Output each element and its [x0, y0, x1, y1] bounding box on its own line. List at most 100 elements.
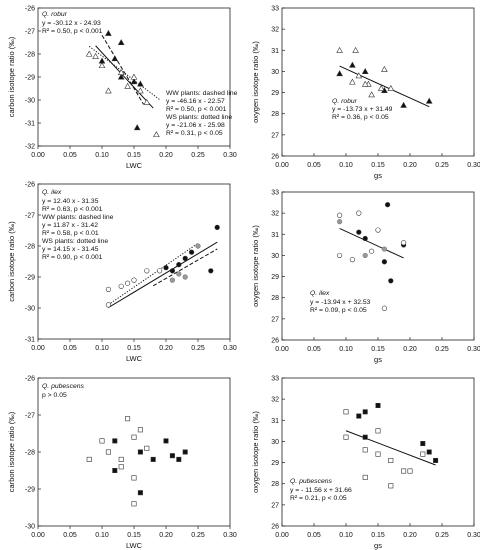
- data-point-circle: [189, 249, 195, 255]
- ws-line-note: WS plants: dotted line: [166, 114, 232, 121]
- y-tick-label: -30: [25, 306, 35, 313]
- data-point-square: [420, 441, 426, 447]
- x-tick-label: 0.20: [403, 532, 417, 539]
- panel-robur-lwc: 0.00 0.05 0.10 0.15 0.20 0.25 0.30 -32 -31 -30 -29…: [7, 6, 238, 171]
- data-point-triangle: [425, 97, 433, 104]
- data-point-triangle: [137, 87, 144, 94]
- data-point-square: [356, 413, 362, 419]
- data-point-square: [131, 475, 137, 481]
- x-tick-label: 0.25: [435, 346, 449, 353]
- species-label: Q. ilex: [310, 290, 330, 297]
- regression-line-dashed: [101, 35, 145, 105]
- data-point-square: [118, 464, 124, 470]
- data-point-circle: [124, 280, 131, 286]
- x-tick-label: 0.25: [435, 532, 449, 539]
- data-point-square: [131, 434, 137, 440]
- panel-ilex-gs: 0.00 0.05 0.10 0.15 0.20 0.25 0.30 26 27 28 29 30 31…: [251, 190, 480, 365]
- data-point-square: [86, 456, 92, 462]
- y-tick-label: 33: [271, 6, 279, 13]
- ww-equation: y = 11.87 x - 31.42: [42, 222, 98, 229]
- data-point-circle: [375, 227, 381, 233]
- data-point-square: [375, 402, 381, 408]
- y-tick-label: 29: [271, 274, 279, 281]
- y-axis-label: carbon isotope ratio (‰): [7, 411, 16, 492]
- x-tick-label: 0.15: [127, 345, 141, 352]
- data-point-circle: [381, 305, 388, 311]
- data-point-circle: [157, 268, 163, 274]
- data-point-circle: [208, 268, 214, 274]
- data-point-square: [125, 416, 131, 422]
- x-tick-label: 0.10: [95, 152, 109, 159]
- data-point-square: [343, 409, 349, 415]
- ws-line-note: WS plants: dotted line: [42, 238, 108, 245]
- data-point-square: [176, 456, 182, 462]
- y-tick-label: -29: [25, 75, 35, 82]
- annotation-block: Q. pubescens y = - 11.56 x + 31.66 R² = …: [290, 478, 352, 502]
- x-tick-label: 0.30: [467, 162, 480, 169]
- regression-equation: y = -30.12 x - 24.93: [42, 20, 101, 27]
- data-point-square: [362, 447, 368, 453]
- y-axis-label: oxygen isotope ratio (‰): [251, 411, 260, 493]
- data-point-square: [388, 483, 394, 489]
- data-point-triangle: [117, 73, 125, 80]
- data-point-circle: [182, 255, 188, 262]
- data-point-square: [375, 428, 381, 434]
- data-point-triangle: [117, 68, 125, 75]
- x-tick-label: 0.25: [191, 532, 205, 539]
- x-axis-label: LWC: [126, 161, 143, 170]
- regression-stats: R² = 0.09, p < 0.05: [310, 307, 367, 314]
- data-point-square: [99, 438, 105, 444]
- data-point-circle: [105, 286, 111, 293]
- data-point-square: [433, 457, 439, 463]
- data-point-triangle: [400, 101, 407, 108]
- regression-line-solid: [108, 241, 218, 308]
- y-tick-label: 32: [271, 397, 279, 404]
- y-tick-label: 30: [271, 69, 279, 76]
- data-point-triangle: [153, 131, 160, 138]
- regression-line-solid: [345, 430, 436, 466]
- x-tick-label: 0.00: [275, 346, 289, 353]
- y-tick-label: -27: [25, 29, 35, 36]
- x-axis-label: gs: [374, 541, 382, 550]
- y-tick-label: 27: [271, 316, 279, 323]
- data-point-circle: [381, 259, 388, 265]
- data-point-circle: [337, 252, 343, 259]
- y-tick-label: -26: [25, 182, 35, 189]
- x-tick-label: 0.10: [339, 532, 353, 539]
- x-tick-label: 0.25: [191, 152, 205, 159]
- ww-line-note: WW plants: dashed line: [42, 214, 114, 221]
- regression-line-solid: [339, 65, 430, 108]
- annotation-block: Q. ilex y = -13.94 x + 32.53 R² = 0.09, …: [310, 290, 371, 314]
- x-tick-label: 0.20: [159, 532, 173, 539]
- data-point-circle: [169, 277, 175, 283]
- data-point-square: [362, 434, 368, 440]
- x-axis-label: gs: [374, 171, 382, 180]
- x-tick-label: 0.00: [275, 532, 289, 539]
- data-point-circle: [362, 252, 368, 259]
- y-tick-label: -31: [25, 121, 35, 128]
- ww-line-note: WW plants: dashed line: [166, 90, 238, 97]
- y-axis-label: carbon isotope ratio (‰): [7, 221, 16, 302]
- x-tick-label: 0.15: [127, 152, 141, 159]
- y-tick-label: 30: [271, 253, 279, 260]
- y-tick-label: -28: [25, 52, 35, 59]
- y-tick-label: -26: [25, 376, 35, 383]
- x-tick-label: 0.30: [467, 346, 480, 353]
- plot-frame: [281, 191, 475, 341]
- data-point-triangle: [377, 84, 385, 91]
- ws-stats: R² = 0.31, p < 0.05: [166, 130, 223, 137]
- data-point-square: [131, 501, 137, 507]
- data-point-triangle: [124, 82, 131, 89]
- data-point-circle: [385, 202, 391, 208]
- y-tick-label: 28: [271, 111, 279, 118]
- data-point-square: [343, 434, 349, 440]
- panel-ilex-lwc: 0.00 0.05 0.10 0.15 0.20 0.25 0.30 -31 -30 -29 -28…: [7, 182, 237, 364]
- data-point-triangle: [352, 46, 359, 53]
- regression-equation: y = - 11.56 x + 31.66: [290, 487, 352, 494]
- x-tick-label: 0.20: [159, 152, 173, 159]
- regression-line-solid: [95, 45, 154, 109]
- x-tick-label: 0.10: [95, 345, 109, 352]
- data-point-square: [169, 453, 175, 459]
- data-point-square: [163, 438, 169, 444]
